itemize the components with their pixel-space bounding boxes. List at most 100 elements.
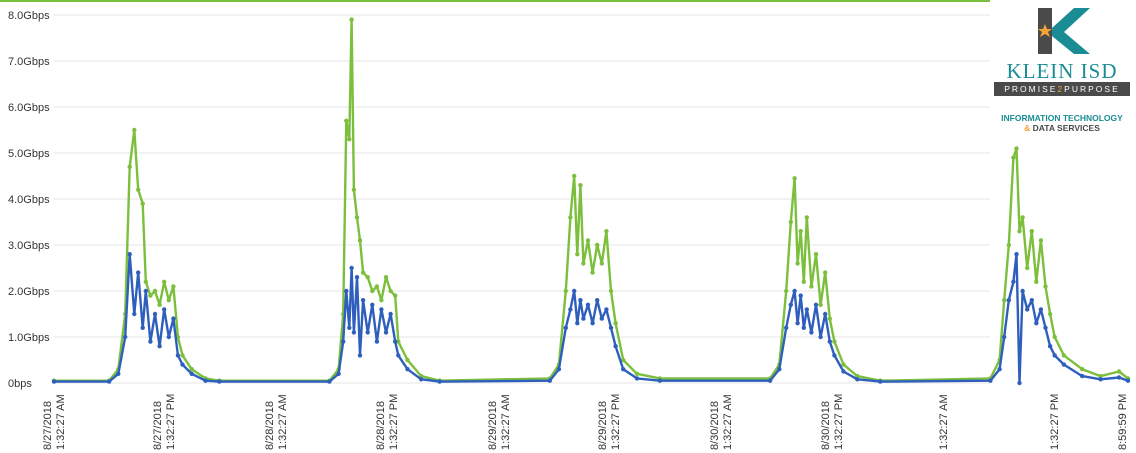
data-point-green (360, 270, 366, 275)
data-point-blue (795, 321, 800, 326)
data-point-green (795, 261, 800, 266)
data-point-blue (116, 371, 121, 376)
data-point-green (581, 261, 586, 266)
data-point-blue (203, 378, 208, 383)
data-point-blue (657, 378, 663, 383)
data-point-green (801, 279, 806, 284)
y-tick-label: 1.0Gbps (8, 332, 50, 344)
x-tick-label: 1:32:27 PM (388, 394, 400, 450)
x-tick-label: 8/28/2018 (375, 401, 387, 450)
data-point-blue (336, 371, 341, 376)
x-tick-label: 1:32:27 PM (165, 394, 177, 450)
data-point-blue (827, 339, 832, 344)
x-tick-label: 1:32:27 AM (500, 394, 512, 450)
data-point-blue (578, 298, 583, 303)
data-point-green (405, 357, 410, 363)
data-point-green (1116, 369, 1122, 374)
x-tick-label: 8/29/2018 (487, 401, 499, 450)
data-point-blue (327, 379, 332, 384)
x-tick-label: 1:32:27 AM (722, 394, 734, 450)
data-point-blue (396, 353, 401, 358)
data-point-blue (1038, 307, 1044, 312)
data-point-blue (599, 316, 604, 321)
data-point-green (568, 215, 573, 220)
y-tick-label: 8.0Gbps (8, 10, 50, 22)
data-point-green (855, 373, 860, 379)
data-point-blue (613, 344, 618, 349)
data-point-blue (383, 330, 389, 335)
data-point-blue (354, 275, 360, 280)
data-point-blue (388, 311, 393, 317)
data-point-blue (784, 325, 789, 330)
data-point-blue (777, 367, 782, 372)
data-point-green (1034, 279, 1039, 284)
data-point-green (604, 229, 609, 234)
data-point-green (152, 288, 158, 294)
data-point-blue (1125, 378, 1131, 383)
data-point-blue (585, 302, 591, 307)
data-point-blue (1025, 307, 1030, 312)
data-point-blue (855, 377, 860, 382)
data-point-blue (575, 321, 580, 326)
data-point-blue (788, 302, 793, 307)
data-point-blue (1017, 380, 1022, 386)
data-point-blue (217, 379, 222, 384)
data-point-green (148, 293, 153, 298)
data-point-green (572, 173, 577, 179)
data-point-blue (360, 298, 366, 303)
data-point-green (166, 298, 171, 303)
data-point-green (1061, 353, 1067, 358)
data-point-blue (563, 325, 568, 330)
series-line-green (54, 18, 1129, 382)
data-point-blue (370, 302, 375, 307)
y-tick-label: 7.0Gbps (8, 56, 50, 68)
data-point-blue (1061, 362, 1067, 367)
data-point-blue (1034, 321, 1039, 326)
data-point-green (379, 298, 384, 303)
data-point-green (621, 357, 626, 363)
x-tick-label: 8/27/2018 (152, 401, 164, 450)
data-point-blue (379, 307, 384, 312)
data-point-green (1011, 155, 1016, 160)
data-point-blue (1052, 353, 1057, 358)
y-tick-label: 2.0Gbps (8, 286, 50, 298)
data-point-green (1025, 265, 1030, 271)
y-tick-label: 6.0Gbps (8, 102, 50, 114)
x-tick-label: 8/27/2018 (42, 401, 54, 450)
data-point-blue (351, 330, 357, 335)
data-point-blue (143, 288, 148, 294)
data-point-blue (841, 369, 846, 374)
data-point-blue (1098, 377, 1103, 382)
data-point-green (357, 238, 363, 243)
data-point-green (798, 229, 803, 234)
data-point-blue (556, 367, 562, 372)
data-point-green (1038, 238, 1044, 243)
data-point-blue (604, 307, 609, 312)
data-point-blue (804, 307, 809, 312)
data-point-blue (832, 353, 837, 358)
data-point-green (383, 275, 389, 280)
data-point-green (132, 127, 137, 133)
data-point-blue (357, 353, 363, 358)
data-point-blue (1116, 375, 1122, 380)
y-tick-label: 3.0Gbps (8, 240, 50, 252)
data-point-blue (801, 325, 806, 330)
data-point-green (136, 187, 141, 192)
y-tick-label: 4.0Gbps (8, 194, 50, 206)
y-tick-label: 5.0Gbps (8, 148, 50, 160)
data-point-green (613, 321, 618, 326)
data-point-blue (1080, 373, 1085, 379)
data-point-blue (344, 288, 349, 294)
data-point-green (162, 279, 167, 284)
data-point-blue (136, 270, 141, 275)
data-point-green (1098, 373, 1103, 379)
data-point-blue (1020, 288, 1025, 294)
data-point-green (634, 371, 640, 376)
x-axis-ticks: 8/27/2018 1:32:27 AM 8/27/2018 1:32:27 PM 8/… (42, 394, 1129, 450)
logo-ampersand: & (1024, 123, 1031, 133)
data-point-green (1043, 284, 1048, 289)
data-point-blue (595, 298, 600, 303)
data-point-blue (127, 252, 132, 257)
data-point-green (189, 367, 194, 372)
